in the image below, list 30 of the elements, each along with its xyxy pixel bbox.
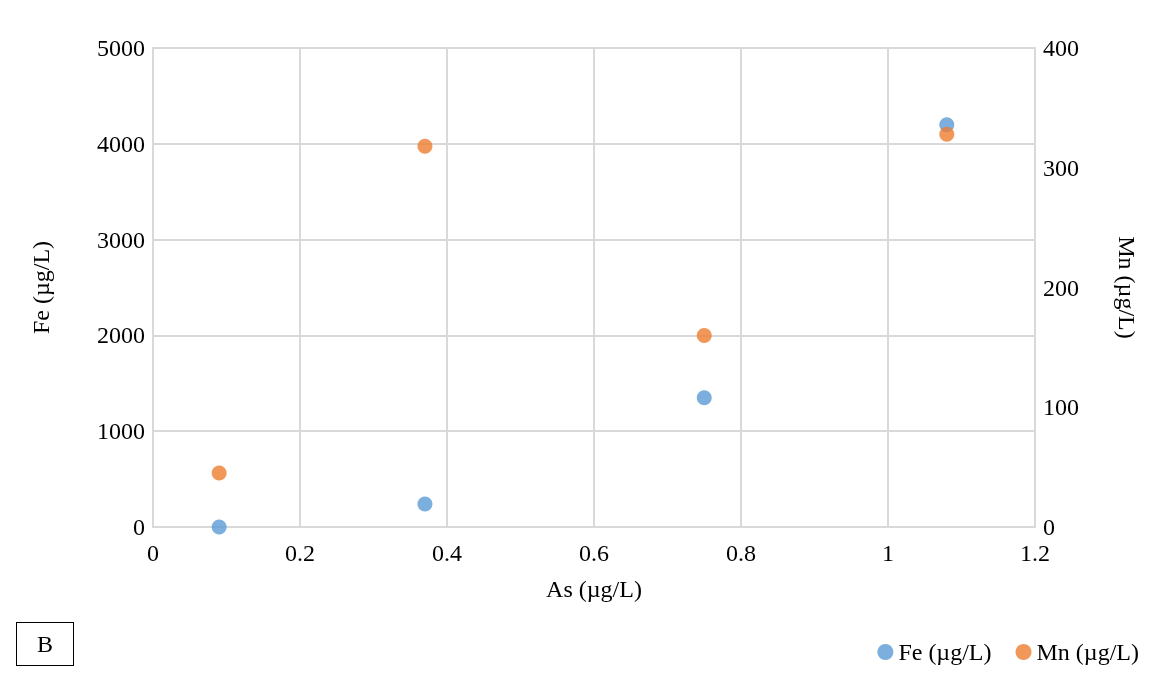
point bbox=[696, 327, 712, 343]
point bbox=[939, 126, 955, 142]
point bbox=[696, 390, 712, 406]
point bbox=[211, 519, 227, 535]
legend-label: Fe (µg/L) bbox=[898, 639, 992, 665]
x-tick-label: 0.6 bbox=[579, 540, 609, 566]
point bbox=[417, 496, 433, 512]
x-tick-label: 1 bbox=[882, 540, 894, 566]
y2-tick-label: 300 bbox=[1043, 154, 1079, 181]
y-tick-label: 1000 bbox=[97, 418, 145, 445]
point bbox=[211, 465, 227, 481]
y2-tick-label: 100 bbox=[1043, 394, 1079, 421]
x-tick-label: 0.8 bbox=[726, 540, 756, 566]
legend-label: Mn (µg/L) bbox=[1036, 639, 1139, 665]
y2-tick-label: 0 bbox=[1043, 514, 1055, 540]
y-tick-label: 5000 bbox=[97, 35, 145, 61]
y-tick-label: 4000 bbox=[97, 130, 145, 157]
y-tick-label: 2000 bbox=[97, 322, 145, 349]
x-axis-title: As (µg/L) bbox=[546, 576, 642, 602]
x-tick-label: 0.4 bbox=[432, 540, 462, 566]
y-tick-label: 3000 bbox=[97, 226, 145, 253]
y-axis-title: Fe (µg/L) bbox=[28, 240, 54, 335]
text: B bbox=[16, 622, 74, 666]
y2-tick-label: 400 bbox=[1043, 35, 1079, 61]
y2-axis-title: Mn (µg/L) bbox=[1114, 236, 1140, 339]
y2-tick-label: 200 bbox=[1043, 274, 1079, 301]
x-tick-label: 0.2 bbox=[285, 540, 315, 566]
y-tick-label: 0 bbox=[133, 514, 145, 540]
x-tick-label: 1.2 bbox=[1020, 540, 1050, 566]
point bbox=[417, 138, 433, 154]
